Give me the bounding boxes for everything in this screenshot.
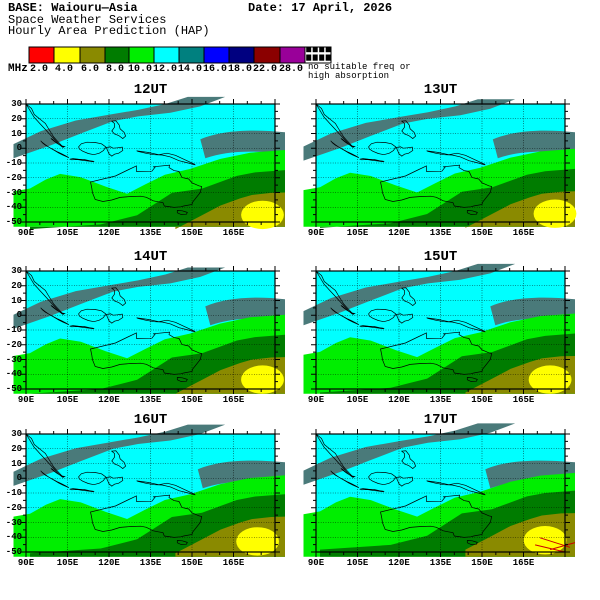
svg-text:4.0: 4.0: [55, 64, 73, 74]
svg-text:18.0: 18.0: [228, 64, 252, 74]
svg-text:14.0: 14.0: [178, 64, 202, 74]
svg-text:2.0: 2.0: [30, 64, 48, 74]
svg-text:6.0: 6.0: [81, 64, 99, 74]
svg-text:10.0: 10.0: [128, 64, 152, 74]
svg-text:12.0: 12.0: [153, 64, 177, 74]
svg-text:28.0: 28.0: [279, 64, 303, 74]
svg-text:22.0: 22.0: [253, 64, 277, 74]
svg-text:16.0: 16.0: [203, 64, 227, 74]
svg-text:8.0: 8.0: [106, 64, 124, 74]
